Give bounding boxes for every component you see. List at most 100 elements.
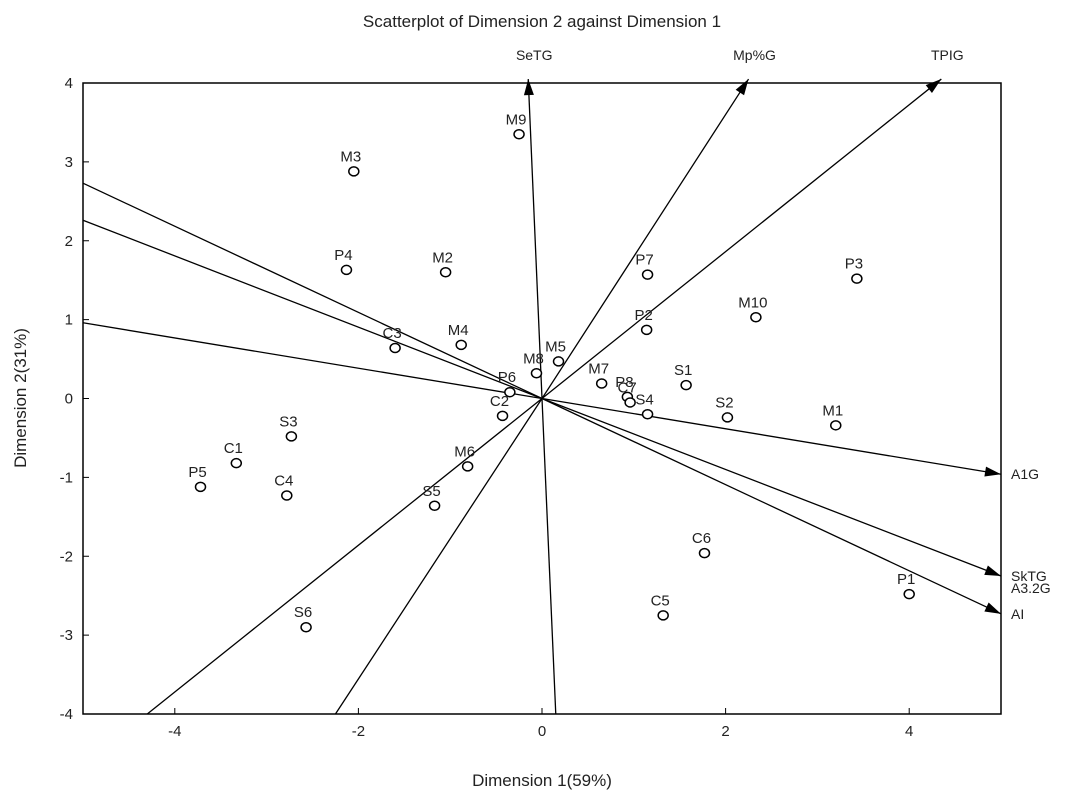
biplot-line — [541, 398, 557, 715]
vector-sktg: SkTG — [541, 397, 1047, 584]
point-p5: P5 — [188, 464, 207, 493]
point-m4: M4 — [448, 322, 469, 351]
point-label: M2 — [432, 249, 453, 266]
point-marker — [300, 621, 312, 633]
point-m5: M5 — [545, 338, 566, 367]
y-axis-label: Dimension 2(31%) — [11, 328, 30, 468]
biplot-line — [82, 182, 543, 400]
point-label: P8 — [615, 374, 633, 391]
point-c5: C5 — [651, 592, 670, 621]
point-m8: M8 — [523, 350, 544, 379]
point-s5: S5 — [422, 483, 441, 512]
arrowhead — [523, 79, 534, 96]
vectors-layer: SeTG Mp%G TPIG A1G SkTG AI A3.2G — [516, 47, 1051, 622]
point-p3: P3 — [845, 256, 863, 284]
vector-label: TPIG — [931, 47, 964, 63]
ticks-layer: -4 -2 0 2 4 -4 -3 -2 -1 0 1 2 3 4 — [60, 75, 914, 740]
point-label: M4 — [448, 322, 469, 339]
point-marker — [513, 129, 525, 140]
point-marker — [640, 324, 653, 336]
x-tick-label: -2 — [352, 723, 365, 740]
point-label: M7 — [588, 361, 609, 378]
point-m6: M6 — [454, 443, 475, 472]
vector-a1g: A1G — [541, 397, 1039, 482]
vector-line — [527, 79, 543, 399]
vector-label: Mp%G — [733, 47, 776, 63]
biplot-line — [82, 322, 543, 400]
point-label: P7 — [635, 252, 653, 269]
vector-label: SeTG — [516, 47, 553, 63]
x-tick-label: 0 — [538, 723, 546, 740]
point-c4: C4 — [274, 473, 293, 501]
point-label: C5 — [651, 592, 670, 609]
point-label: P6 — [498, 369, 516, 386]
point-marker — [389, 342, 401, 354]
point-c2: C2 — [490, 393, 509, 422]
y-tick-label: 4 — [65, 75, 73, 92]
point-marker — [230, 457, 243, 469]
point-label: P1 — [897, 571, 915, 588]
biplot-line — [334, 398, 543, 715]
vector-line — [541, 397, 1002, 475]
y-tick-label: 2 — [65, 233, 73, 250]
point-label: C7 — [618, 379, 637, 396]
point-label: S1 — [674, 362, 692, 379]
point-c6: C6 — [692, 530, 711, 559]
vector-setg: SeTG — [516, 47, 553, 399]
point-label: P5 — [188, 464, 206, 481]
point-marker — [439, 267, 452, 278]
y-tick-label: 1 — [65, 312, 73, 329]
vector-line — [541, 78, 942, 400]
point-marker — [641, 409, 654, 420]
point-c7: C7 — [618, 379, 637, 408]
point-label: S5 — [422, 483, 440, 500]
point-p7: P7 — [635, 252, 654, 280]
point-marker — [750, 312, 762, 323]
vector-label: A3.2G — [1011, 580, 1051, 596]
arrowhead — [984, 466, 1001, 477]
lines-layer — [82, 182, 557, 715]
point-marker — [281, 490, 293, 501]
point-m2: M2 — [432, 249, 453, 278]
x-tick-label: -4 — [168, 723, 181, 740]
y-tick-label: -3 — [60, 627, 73, 644]
point-label: C3 — [383, 325, 402, 342]
point-marker — [552, 356, 565, 367]
point-label: P3 — [845, 256, 863, 273]
y-tick-label: -2 — [60, 548, 73, 565]
point-marker — [285, 431, 298, 442]
point-label: S6 — [294, 604, 312, 621]
point-marker — [504, 386, 516, 398]
point-marker — [830, 420, 842, 431]
arrowhead — [925, 79, 942, 93]
y-tick-label: 3 — [65, 154, 73, 171]
point-marker — [461, 461, 474, 472]
x-axis-label: Dimension 1(59%) — [472, 771, 612, 790]
point-marker — [348, 166, 360, 177]
point-label: C2 — [490, 393, 509, 410]
point-marker — [698, 547, 711, 559]
point-marker — [641, 269, 654, 280]
point-marker — [595, 378, 608, 389]
vector-tpig: TPIG — [541, 47, 964, 400]
point-label: P4 — [334, 247, 352, 264]
point-marker — [194, 481, 207, 493]
point-s2: S2 — [715, 394, 734, 423]
point-marker — [624, 397, 636, 408]
point-c3: C3 — [383, 325, 402, 354]
point-label: M10 — [738, 294, 767, 311]
vector-line — [541, 78, 750, 399]
vector-label: AI — [1011, 606, 1024, 622]
point-marker — [721, 412, 734, 423]
point-label: S2 — [715, 394, 733, 411]
point-marker — [496, 410, 509, 422]
point-label: M5 — [545, 338, 566, 355]
point-p6: P6 — [498, 369, 516, 398]
point-marker — [428, 500, 441, 512]
arrowhead — [984, 565, 1001, 576]
point-marker — [680, 379, 692, 391]
point-label: M9 — [506, 111, 527, 128]
point-marker — [903, 588, 915, 600]
vector-ai: AI — [541, 397, 1024, 622]
